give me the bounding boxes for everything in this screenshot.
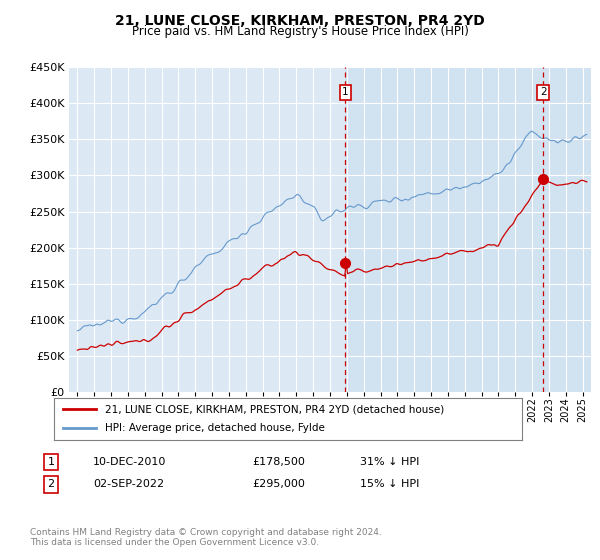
Text: Contains HM Land Registry data © Crown copyright and database right 2024.
This d: Contains HM Land Registry data © Crown c… [30, 528, 382, 547]
Text: 31% ↓ HPI: 31% ↓ HPI [360, 457, 419, 467]
Text: 1: 1 [47, 457, 55, 467]
Text: 02-SEP-2022: 02-SEP-2022 [93, 479, 164, 489]
Text: 1: 1 [342, 87, 349, 97]
Text: 15% ↓ HPI: 15% ↓ HPI [360, 479, 419, 489]
Text: Price paid vs. HM Land Registry's House Price Index (HPI): Price paid vs. HM Land Registry's House … [131, 25, 469, 38]
Text: 2: 2 [47, 479, 55, 489]
Text: 21, LUNE CLOSE, KIRKHAM, PRESTON, PR4 2YD (detached house): 21, LUNE CLOSE, KIRKHAM, PRESTON, PR4 2Y… [106, 404, 445, 414]
Text: £295,000: £295,000 [252, 479, 305, 489]
Bar [346, 67, 591, 392]
Text: £178,500: £178,500 [252, 457, 305, 467]
Text: 21, LUNE CLOSE, KIRKHAM, PRESTON, PR4 2YD: 21, LUNE CLOSE, KIRKHAM, PRESTON, PR4 2Y… [115, 14, 485, 28]
Text: 2: 2 [540, 87, 547, 97]
Text: 10-DEC-2010: 10-DEC-2010 [93, 457, 166, 467]
Text: HPI: Average price, detached house, Fylde: HPI: Average price, detached house, Fyld… [106, 423, 325, 433]
